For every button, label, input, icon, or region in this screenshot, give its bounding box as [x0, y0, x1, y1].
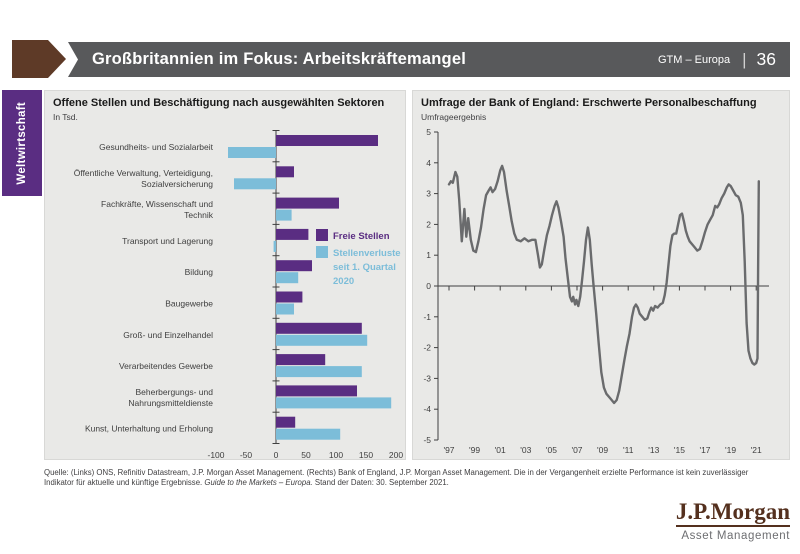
y-axis-label: 2 [426, 219, 431, 229]
header-separator: | [742, 49, 747, 69]
x-axis-label: 50 [301, 450, 311, 460]
header: Großbritannien im Fokus: Arbeitskräftema… [68, 42, 790, 77]
bar-stellenverluste [228, 147, 276, 158]
bar-stellenverluste [234, 178, 276, 190]
right-chart-panel: Umfrage der Bank of England: Erschwerte … [412, 90, 790, 460]
bar-stellenverluste [273, 240, 276, 252]
x-axis-label: '07 [571, 445, 582, 455]
source-note: Quelle: (Links) ONS, Refinitiv Datastrea… [44, 468, 756, 488]
x-axis-label: '99 [469, 445, 480, 455]
bar-stellenverluste [276, 428, 341, 440]
y-axis-label: 3 [426, 189, 431, 199]
category-label: Transport und Lagerung [122, 236, 213, 246]
jpmorgan-asset-management-label: Asset Management [681, 530, 790, 543]
bar-stellenverluste [276, 272, 299, 284]
legend-swatch-stellenverluste [316, 246, 328, 258]
bar-freie-stellen [276, 166, 294, 178]
boe-survey-line-chart: 5 4 3 2 1 0 -1 -2 -3 -4 -5 '97 '99 '01 '03 '05 '07 '09 '11… [423, 129, 769, 455]
header-right: GTM – Europa | 36 [658, 49, 776, 70]
category-label: Technik [184, 210, 214, 220]
x-axis-label: 200 [389, 450, 403, 460]
left-chart-panel: Offene Stellen und Beschäftigung nach au… [44, 90, 406, 460]
category-label: Kunst, Unterhaltung und Erholung [85, 424, 213, 434]
category-label: Fachkräfte, Wissenschaft und [101, 199, 213, 209]
legend-label-freie-stellen: Freie Stellen [333, 231, 390, 242]
jpmorgan-wordmark: J.P.Morgan [675, 499, 790, 528]
category-label: Bildung [185, 267, 214, 277]
legend-label-stellenverluste: seit 1. Quartal [333, 262, 396, 273]
sidebar-tab-label: Weltwirtschaft [16, 101, 28, 185]
bar-freie-stellen [276, 135, 378, 146]
legend-label-stellenverluste: 2020 [333, 276, 354, 287]
survey-result-line [447, 164, 760, 405]
bar-freie-stellen [276, 354, 326, 366]
jpmorgan-logo: J.P.Morgan Asset Management [675, 499, 790, 543]
x-axis-label: '19 [725, 445, 736, 455]
x-axis-label: '01 [495, 445, 506, 455]
y-axis-label: 5 [426, 129, 431, 137]
bar-freie-stellen [276, 260, 312, 272]
y-axis-label: 4 [426, 158, 431, 168]
x-axis-label: '11 [623, 445, 634, 455]
bar-freie-stellen [276, 416, 296, 428]
bar-stellenverluste [276, 303, 294, 315]
left-chart-title: Offene Stellen und Beschäftigung nach au… [53, 97, 385, 109]
x-axis-label: -50 [240, 450, 253, 460]
source-note-date: Stand der Daten: 30. September 2021. [314, 478, 449, 487]
bar-freie-stellen [276, 197, 339, 209]
page-title: Großbritannien im Fokus: Arbeitskräftema… [92, 50, 466, 68]
bar-stellenverluste [276, 366, 362, 378]
bar-stellenverluste [276, 397, 392, 409]
x-axis-label: -100 [207, 450, 224, 460]
category-label: Beherbergungs- und [135, 387, 213, 397]
bar-freie-stellen [276, 228, 309, 240]
y-axis-label: -4 [423, 404, 431, 414]
right-chart-subtitle: Umfrageergebnis [421, 112, 487, 122]
x-axis-label: '17 [699, 445, 710, 455]
x-axis-label: 0 [274, 450, 279, 460]
category-label: Groß- und Einzelhandel [123, 330, 213, 340]
sidebar-tab-weltwirtschaft[interactable]: Weltwirtschaft [2, 90, 42, 196]
sector-bar-chart: Gesundheits- und Sozialarbeit Öffentliche… [74, 130, 403, 460]
left-chart-subtitle: In Tsd. [53, 112, 78, 122]
bar-freie-stellen [276, 291, 303, 303]
x-axis-label: '97 [443, 445, 454, 455]
x-axis-label: '21 [751, 445, 762, 455]
x-axis-label: '05 [546, 445, 557, 455]
right-chart-title: Umfrage der Bank of England: Erschwerte … [421, 97, 757, 109]
header-arrow-icon [12, 40, 66, 78]
x-axis-label: '09 [597, 445, 608, 455]
page-number: 36 [756, 49, 776, 69]
x-axis-label: '15 [674, 445, 685, 455]
bar-stellenverluste [276, 209, 292, 221]
category-label: Verarbeitendes Gewerbe [119, 361, 213, 371]
bar-freie-stellen [276, 385, 357, 397]
y-axis-label: -2 [423, 343, 431, 353]
y-axis-label: -1 [423, 312, 431, 322]
category-label: Sozialversicherung [141, 179, 213, 189]
y-axis-label: -5 [423, 435, 431, 445]
category-label: Nahrungsmitteldienste [128, 398, 213, 408]
source-note-text: Quelle: (Links) ONS, Refinitiv Datastrea… [44, 468, 749, 487]
x-axis-label: '03 [520, 445, 531, 455]
bar-freie-stellen [276, 322, 362, 334]
legend-swatch-freie-stellen [316, 229, 328, 241]
category-label: Öffentliche Verwaltung, Verteidigung, [74, 168, 213, 178]
y-axis-label: -3 [423, 373, 431, 383]
gtm-series-label: GTM – Europa [657, 53, 731, 66]
legend-label-stellenverluste: Stellenverluste [333, 248, 401, 259]
x-axis-label: 150 [359, 450, 373, 460]
x-axis-label: '13 [648, 445, 659, 455]
category-label: Baugewerbe [165, 299, 213, 309]
x-axis-label: 100 [329, 450, 343, 460]
y-axis-label: 1 [426, 250, 431, 260]
y-axis-label: 0 [426, 281, 431, 291]
source-note-publication: Guide to the Markets – Europa. [204, 478, 313, 487]
bar-stellenverluste [276, 334, 368, 346]
category-label: Gesundheits- und Sozialarbeit [99, 142, 214, 152]
